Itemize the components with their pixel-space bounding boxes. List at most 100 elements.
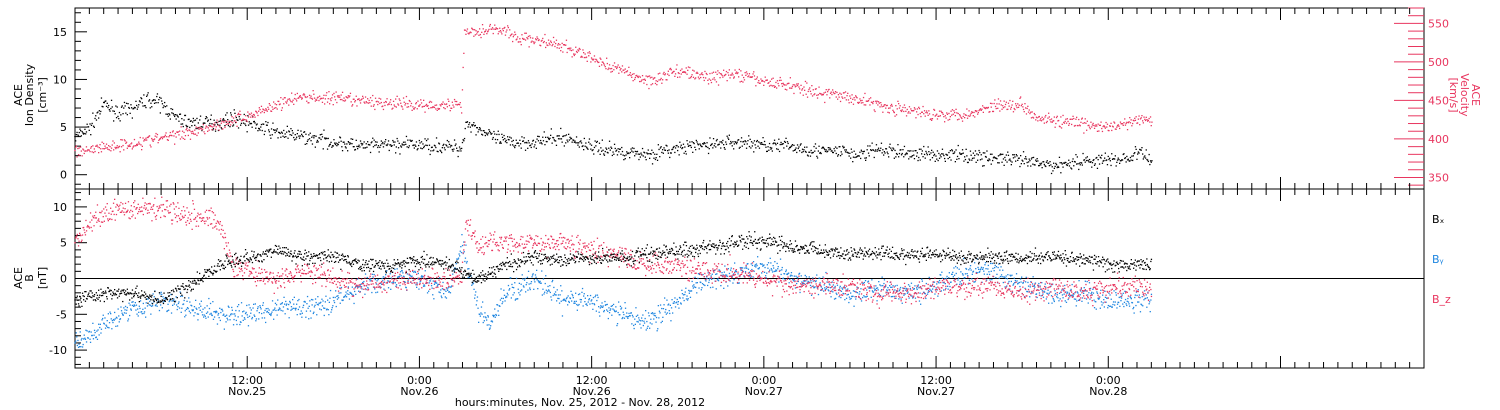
- density-point: [249, 123, 251, 125]
- velocity-point: [304, 96, 306, 98]
- velocity-point: [351, 105, 353, 107]
- by-point: [541, 294, 543, 296]
- by-point: [247, 325, 250, 327]
- density-point: [617, 148, 619, 150]
- velocity-point: [1114, 128, 1116, 130]
- density-point: [492, 136, 494, 139]
- velocity-point: [1098, 130, 1100, 132]
- density-point: [363, 141, 365, 143]
- density-point: [451, 148, 453, 151]
- by-point: [600, 305, 602, 307]
- density-point: [400, 146, 403, 148]
- density-point: [425, 144, 427, 146]
- density-point: [137, 106, 139, 108]
- by-point: [306, 295, 309, 298]
- density-point: [768, 149, 770, 151]
- density-point: [910, 150, 912, 152]
- by-point: [371, 291, 373, 294]
- by-point: [482, 301, 484, 303]
- velocity-point: [97, 146, 99, 148]
- velocity-point: [844, 91, 847, 93]
- density-point: [507, 138, 509, 141]
- by-point: [844, 299, 846, 301]
- by-point: [285, 304, 287, 306]
- density-point: [125, 112, 127, 114]
- velocity-point: [137, 143, 139, 145]
- by-point: [146, 305, 149, 307]
- density-point: [86, 123, 88, 125]
- density-point: [566, 139, 568, 141]
- density-axis-title-0: ACE: [12, 84, 25, 106]
- density-point: [849, 152, 851, 154]
- density-point: [748, 145, 751, 148]
- by-point: [340, 286, 343, 289]
- by-point: [563, 298, 565, 300]
- velocity-point: [903, 104, 906, 106]
- by-point: [132, 301, 134, 303]
- velocity-point: [557, 43, 560, 45]
- velocity-point: [270, 110, 273, 112]
- by-point: [207, 311, 209, 313]
- density-point: [982, 165, 984, 167]
- by-point: [333, 300, 335, 302]
- by-point: [537, 288, 539, 290]
- velocity-point: [1091, 126, 1093, 128]
- by-point: [767, 262, 770, 264]
- velocity-point: [1020, 96, 1022, 98]
- density-point: [931, 149, 933, 151]
- velocity-point: [895, 114, 898, 116]
- density-point: [1085, 157, 1087, 159]
- by-point: [734, 270, 736, 273]
- velocity-point: [778, 85, 780, 87]
- density-point: [501, 133, 503, 135]
- density-point: [995, 157, 997, 159]
- by-point: [657, 305, 659, 307]
- by-point: [394, 282, 396, 284]
- density-point: [415, 145, 417, 147]
- velocity-point: [237, 112, 240, 114]
- density-point: [422, 143, 424, 145]
- density-point: [418, 139, 420, 142]
- velocity-point: [875, 100, 877, 102]
- density-point: [118, 111, 121, 114]
- by-point: [123, 312, 126, 314]
- density-point: [259, 129, 261, 131]
- density-point: [677, 149, 679, 152]
- density-point: [186, 126, 188, 128]
- density-point: [411, 139, 413, 142]
- by-point: [617, 311, 619, 314]
- by-point: [401, 270, 403, 272]
- by-point: [247, 316, 249, 318]
- density-point: [761, 143, 763, 145]
- density-point: [1071, 160, 1073, 163]
- by-point: [685, 287, 687, 289]
- density-point: [583, 149, 585, 151]
- density-point: [455, 143, 457, 145]
- velocity-point: [245, 115, 247, 117]
- density-point: [376, 141, 378, 143]
- density-point: [621, 146, 623, 149]
- density-point: [1082, 152, 1084, 155]
- by-point: [271, 311, 273, 313]
- by-point: [568, 300, 570, 303]
- by-point: [443, 293, 445, 295]
- density-point: [801, 151, 803, 154]
- density-point: [464, 127, 466, 130]
- density-point: [941, 148, 944, 150]
- by-point: [580, 301, 582, 303]
- density-point: [642, 155, 644, 157]
- velocity-point: [291, 101, 293, 103]
- density-point: [665, 144, 667, 146]
- velocity-point: [563, 44, 565, 46]
- density-point: [649, 157, 651, 159]
- velocity-point: [740, 70, 742, 72]
- velocity-point: [763, 81, 766, 83]
- velocity-point: [967, 115, 969, 117]
- velocity-point: [115, 147, 117, 150]
- density-point: [756, 140, 758, 143]
- density-point: [498, 133, 500, 136]
- by-point: [97, 329, 99, 331]
- density-point: [76, 131, 78, 134]
- velocity-point: [240, 120, 243, 122]
- density-point: [1134, 152, 1136, 154]
